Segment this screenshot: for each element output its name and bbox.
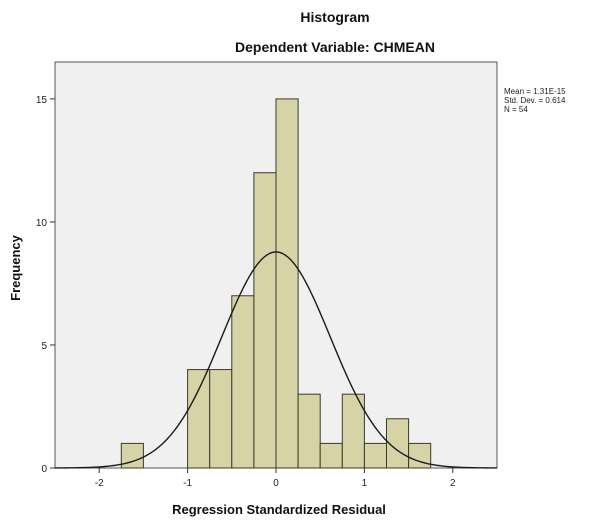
histogram-bar-0 bbox=[120, 442, 144, 469]
histogram-bar-11 bbox=[408, 442, 432, 469]
histogram-bar-2 bbox=[209, 369, 233, 469]
axes-group: -2 -1 0 1 2 0 5 10 15 bbox=[36, 95, 456, 489]
stats-std-dev: Std. Dev. = 0.614 bbox=[504, 96, 566, 105]
histogram-bar-8 bbox=[341, 393, 365, 469]
bars-group bbox=[120, 98, 432, 469]
histogram-bar-7 bbox=[319, 442, 343, 469]
x-tick-label: 0 bbox=[273, 478, 279, 489]
histogram-bar-3 bbox=[231, 295, 255, 469]
histogram-bar-1 bbox=[187, 369, 211, 469]
y-tick-label: 5 bbox=[41, 341, 47, 352]
chart-subtitle: Dependent Variable: CHMEAN bbox=[235, 39, 435, 55]
chart-title: Histogram bbox=[300, 9, 369, 25]
x-tick-label: -1 bbox=[183, 478, 192, 489]
stats-legend: Mean = 1.31E-15 Std. Dev. = 0.614 N = 54 bbox=[504, 87, 566, 114]
y-axis-label: Frequency bbox=[8, 234, 23, 301]
histogram-bar-5 bbox=[275, 98, 299, 469]
y-tick-label: 15 bbox=[36, 95, 48, 106]
histogram-bar-6 bbox=[297, 393, 321, 469]
normal-curve bbox=[54, 251, 498, 469]
histogram-bar-4 bbox=[253, 172, 277, 469]
stats-mean: Mean = 1.31E-15 bbox=[504, 87, 566, 96]
y-tick-label: 0 bbox=[41, 464, 47, 475]
stats-n: N = 54 bbox=[504, 105, 528, 114]
y-tick-label: 10 bbox=[36, 218, 48, 229]
histogram-bar-9 bbox=[363, 442, 387, 469]
x-axis-label: Regression Standardized Residual bbox=[172, 502, 386, 517]
x-tick-label: 2 bbox=[450, 478, 456, 489]
x-tick-label: -2 bbox=[95, 478, 104, 489]
x-tick-label: 1 bbox=[362, 478, 368, 489]
